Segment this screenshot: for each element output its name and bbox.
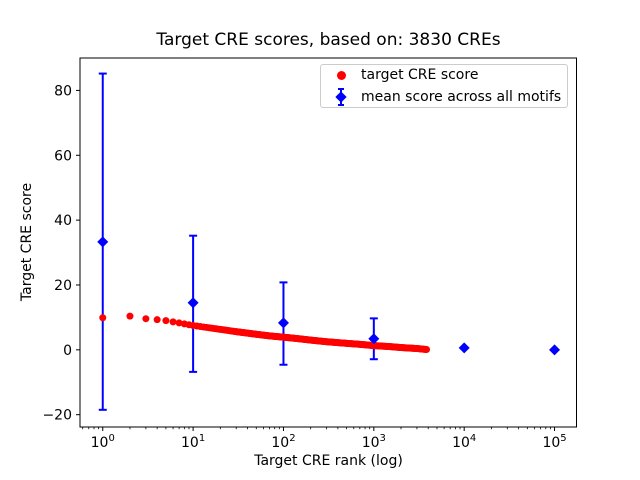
y-tick-label: 80	[54, 83, 72, 99]
target-score-points	[99, 312, 431, 354]
x-tick-label: 103	[362, 433, 386, 451]
legend: target CRE score mean score across all m…	[320, 64, 568, 108]
x-tick-label: 101	[181, 433, 205, 451]
x-axis-ticks: 100 101 102 103 104 105	[91, 427, 567, 451]
blue-diamond-errorbar-marker-icon	[335, 88, 347, 106]
mean-score-diamonds	[97, 236, 561, 356]
x-axis-label: Target CRE rank (log)	[254, 453, 403, 469]
chart-title: Target CRE scores, based on: 3830 CREs	[156, 30, 501, 50]
x-tick-label: 100	[91, 433, 115, 451]
legend-item-mean-score: mean score across all motifs	[321, 87, 567, 107]
legend-label: target CRE score	[361, 67, 479, 83]
y-axis-ticks: −20 0 20 40 60 80	[42, 83, 80, 424]
y-tick-label: 20	[54, 278, 72, 294]
x-minor-ticks	[82, 427, 551, 430]
x-tick-label: 104	[452, 433, 476, 451]
x-tick-label: 105	[542, 433, 566, 451]
x-tick-label: 102	[271, 433, 295, 451]
y-tick-label: 60	[54, 148, 72, 164]
y-tick-label: −20	[42, 408, 72, 424]
red-circle-marker-icon	[336, 70, 346, 80]
y-tick-label: 0	[63, 343, 72, 359]
plot-border	[79, 57, 577, 428]
y-axis-label: Target CRE score	[19, 182, 35, 302]
legend-item-target-score: target CRE score	[321, 65, 567, 85]
legend-label: mean score across all motifs	[361, 89, 562, 105]
y-tick-label: 40	[54, 213, 72, 229]
mean-score-errorbars	[98, 72, 378, 411]
